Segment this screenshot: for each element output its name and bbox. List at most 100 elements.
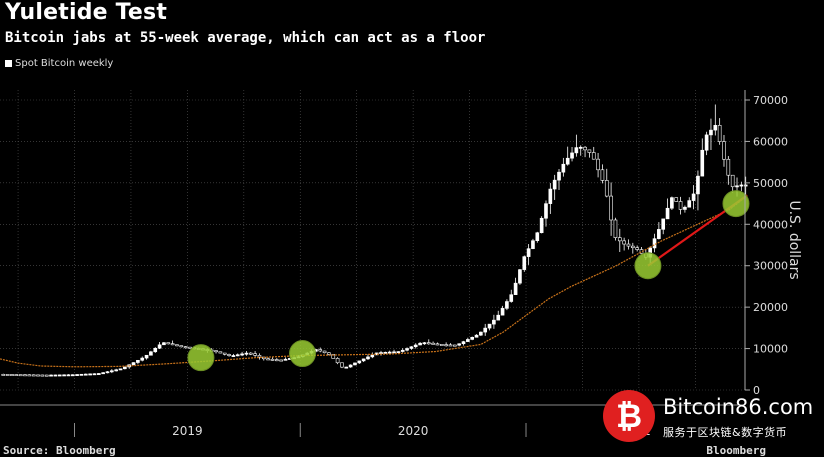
candle-body bbox=[62, 374, 66, 377]
candle-body bbox=[435, 343, 440, 346]
y-tick-label: 30000 bbox=[753, 260, 788, 273]
candle-body bbox=[44, 374, 49, 377]
candle-body bbox=[1, 373, 6, 376]
candle-body bbox=[696, 175, 700, 195]
candle-body bbox=[505, 301, 509, 309]
y-axis-ticks: 0 10000 20000 30000 40000 50000 60000 70000 bbox=[744, 90, 788, 397]
candle-body bbox=[105, 371, 110, 374]
legend-swatch bbox=[5, 60, 12, 67]
candle-body bbox=[318, 349, 323, 352]
candle-body bbox=[548, 188, 553, 204]
candle-body bbox=[218, 351, 223, 354]
candle-body bbox=[578, 146, 583, 149]
candle-body bbox=[248, 352, 253, 355]
candle-body bbox=[92, 373, 97, 376]
candlestick-series bbox=[1, 104, 748, 377]
candle-body bbox=[431, 342, 435, 345]
candle-body bbox=[583, 146, 587, 151]
candle-body bbox=[735, 185, 739, 188]
candle-body bbox=[144, 354, 149, 359]
candle-body bbox=[240, 353, 244, 356]
candle-body bbox=[709, 129, 713, 136]
candle-body bbox=[457, 343, 461, 346]
candle-body bbox=[214, 350, 218, 353]
candle-body bbox=[136, 359, 140, 363]
candle-body bbox=[188, 346, 192, 349]
candle-body bbox=[604, 180, 609, 197]
candle-body bbox=[526, 248, 531, 257]
watermark-subtitle: 服务于区块链&数字货币 bbox=[663, 426, 788, 439]
candle-body bbox=[179, 345, 184, 348]
candle-body bbox=[118, 368, 123, 371]
candle-body bbox=[722, 141, 726, 160]
candle-body bbox=[361, 358, 366, 362]
candle-body bbox=[166, 342, 171, 345]
candle-body bbox=[587, 149, 592, 153]
candle-body bbox=[88, 373, 92, 376]
candle-body bbox=[466, 339, 470, 342]
candle-body bbox=[518, 269, 522, 284]
candle-body bbox=[513, 282, 518, 295]
x-tick-label: 2019 bbox=[172, 424, 203, 438]
candle-body bbox=[413, 344, 418, 348]
candle-body bbox=[348, 364, 353, 368]
candle-body bbox=[222, 352, 227, 355]
candle-body bbox=[700, 149, 705, 177]
candle-body bbox=[23, 374, 27, 377]
candle-body bbox=[231, 355, 236, 357]
candle-body bbox=[140, 357, 145, 361]
candle-body bbox=[557, 171, 561, 181]
candle-body bbox=[170, 343, 175, 346]
candle-body bbox=[409, 346, 414, 349]
candle-body bbox=[79, 373, 84, 376]
candle-body bbox=[487, 323, 492, 329]
candle-body bbox=[444, 344, 448, 347]
candle-body bbox=[387, 351, 392, 354]
candle-body bbox=[479, 331, 483, 336]
candle-body bbox=[400, 349, 405, 352]
brand-label: Bloomberg bbox=[706, 444, 766, 457]
highlight-circle bbox=[289, 340, 317, 368]
candle-body bbox=[153, 347, 158, 353]
x-tick-label: 2020 bbox=[398, 424, 429, 438]
candle-body bbox=[426, 342, 431, 345]
chart-grid bbox=[0, 90, 745, 391]
candle-body bbox=[357, 360, 362, 364]
chart-subtitle: Bitcoin jabs at 55-week average, which c… bbox=[5, 30, 486, 46]
candle-body bbox=[53, 374, 58, 377]
candle-body bbox=[36, 374, 40, 377]
highlight-circles bbox=[187, 190, 750, 372]
candle-body bbox=[652, 238, 657, 249]
candle-body bbox=[114, 369, 118, 372]
candle-body bbox=[110, 370, 114, 373]
y-tick-label: 10000 bbox=[753, 343, 788, 356]
candle-body bbox=[274, 359, 279, 362]
candle-body bbox=[418, 342, 422, 346]
legend: Spot Bitcoin weekly bbox=[5, 58, 113, 69]
candle-body bbox=[570, 152, 574, 159]
candle-body bbox=[613, 219, 618, 238]
candle-body bbox=[283, 358, 288, 361]
candle-body bbox=[609, 195, 613, 221]
candle-body bbox=[626, 243, 631, 247]
candle-body bbox=[175, 344, 179, 347]
candle-body bbox=[18, 374, 23, 377]
candle-body bbox=[366, 356, 370, 360]
candle-body bbox=[83, 373, 88, 376]
candle-body bbox=[439, 344, 444, 346]
candle-body bbox=[492, 319, 496, 325]
candle-body bbox=[266, 358, 270, 361]
candle-body bbox=[70, 374, 75, 377]
candle-body bbox=[379, 352, 383, 354]
candle-body bbox=[157, 344, 162, 349]
candle-body bbox=[383, 351, 388, 354]
candle-body bbox=[617, 237, 622, 242]
candle-body bbox=[678, 201, 683, 210]
y-tick-label: 40000 bbox=[753, 218, 788, 231]
candle-body bbox=[691, 193, 696, 201]
candle-body bbox=[27, 374, 32, 377]
y-tick-label: 60000 bbox=[753, 135, 788, 148]
candle-body bbox=[183, 346, 188, 349]
candle-body bbox=[162, 342, 166, 346]
chart-title: Yuletide Test bbox=[5, 0, 168, 25]
